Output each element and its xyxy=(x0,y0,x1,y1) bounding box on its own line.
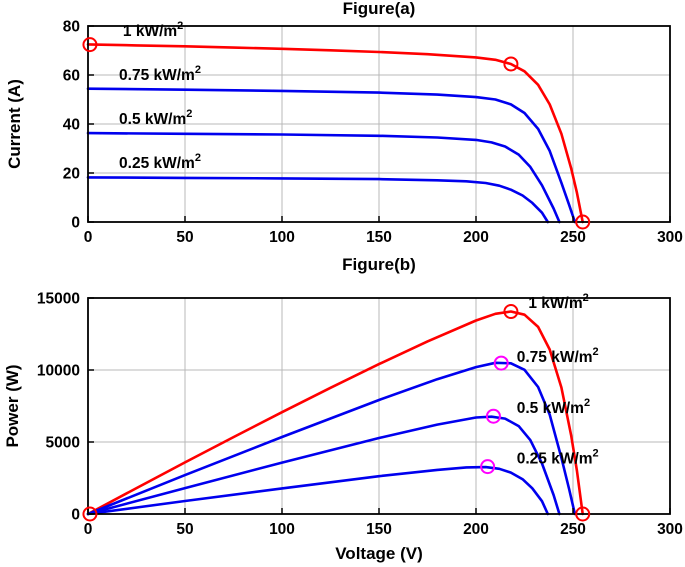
y-axis-label: Power (W) xyxy=(3,364,22,447)
data-point-marker xyxy=(82,506,98,522)
series-line-0.25-kW-m2 xyxy=(86,176,550,224)
x-tick-label: 100 xyxy=(269,229,295,246)
x-axis-label: Voltage (V) xyxy=(335,544,423,563)
x-tick-label: 50 xyxy=(176,229,193,246)
data-point-marker xyxy=(493,355,509,371)
x-tick-label: 150 xyxy=(366,521,392,538)
y-tick-label: 80 xyxy=(63,19,80,36)
x-tick-label: 200 xyxy=(463,229,489,246)
data-point-marker xyxy=(575,506,591,522)
y-tick-label: 40 xyxy=(63,117,80,134)
y-tick-label: 15000 xyxy=(37,291,80,308)
series-line-0.5-kW-m2 xyxy=(86,415,561,516)
x-tick-label: 200 xyxy=(463,521,489,538)
series-line-1-kW-m2 xyxy=(86,43,585,224)
series-line-1-kW-m2 xyxy=(86,310,585,516)
curve-label: 0.5 kW/m2 xyxy=(119,108,192,128)
data-point-marker xyxy=(480,459,496,475)
data-point-marker xyxy=(485,408,501,424)
y-tick-label: 5000 xyxy=(46,435,80,452)
curve-label: 0.25 kW/m2 xyxy=(119,152,201,172)
data-point-marker xyxy=(503,56,519,72)
curve-label: 1 kW/m2 xyxy=(123,20,183,40)
curve-label: 0.75 kW/m2 xyxy=(119,64,201,84)
chart-title: Figure(b) xyxy=(342,255,416,274)
y-tick-label: 10000 xyxy=(37,363,80,380)
x-tick-label: 100 xyxy=(269,521,295,538)
figure-b: 0 50 100 150 200 250 300 0 5000 10000 15000 1 kW/m2… xyxy=(0,252,685,567)
y-tick-label: 0 xyxy=(71,215,80,232)
x-tick-label: 250 xyxy=(560,229,586,246)
data-point-marker xyxy=(575,214,591,230)
curve-label: 1 kW/m2 xyxy=(528,292,588,312)
figure-a: 0 50 100 150 200 250 300 0 20 40 60 80 1 kW/m2 0.75 k… xyxy=(0,0,685,252)
curve-label: 0.25 kW/m2 xyxy=(517,448,599,468)
series-line-0.75-kW-m2 xyxy=(86,87,577,224)
x-tick-label: 50 xyxy=(176,521,193,538)
series-line-0.25-kW-m2 xyxy=(86,465,550,516)
y-tick-label: 20 xyxy=(63,166,80,183)
chart-title: Figure(a) xyxy=(343,0,416,18)
y-tick-label: 0 xyxy=(71,507,80,524)
data-point-marker xyxy=(82,37,98,53)
x-tick-label: 250 xyxy=(560,521,586,538)
figure-a-chart: 0 50 100 150 200 250 300 0 20 40 60 80 1 kW/m2 0.75 k… xyxy=(5,0,683,246)
y-axis-label: Current (A) xyxy=(5,79,24,169)
x-tick-label: 300 xyxy=(657,521,683,538)
x-tick-label: 150 xyxy=(366,229,392,246)
x-tick-label: 0 xyxy=(84,229,93,246)
series-line-0.75-kW-m2 xyxy=(86,361,577,516)
data-point-marker xyxy=(503,304,519,320)
series-line-0.5-kW-m2 xyxy=(86,131,561,224)
curve-label: 0.5 kW/m2 xyxy=(517,397,590,417)
x-tick-label: 300 xyxy=(657,229,683,246)
figure-b-chart: 0 50 100 150 200 250 300 0 5000 10000 15000 1 kW/m2… xyxy=(3,255,683,563)
y-tick-label: 60 xyxy=(63,68,80,85)
curve-label: 0.75 kW/m2 xyxy=(517,346,599,366)
x-tick-label: 0 xyxy=(84,521,93,538)
